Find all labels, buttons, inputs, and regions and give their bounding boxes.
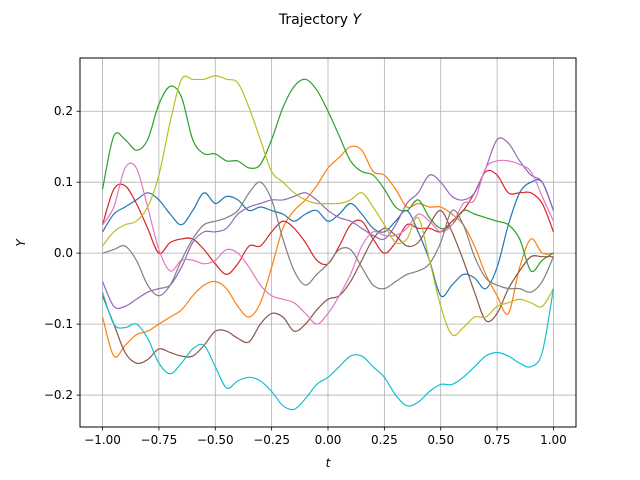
series-line-8 xyxy=(102,181,554,297)
series-group xyxy=(101,75,555,411)
x-tick-label: −0.25 xyxy=(253,433,290,447)
x-tick-label: 0.75 xyxy=(484,433,511,447)
y-tick-label: −0.1 xyxy=(44,317,73,331)
x-tick-label: 0.50 xyxy=(427,433,454,447)
chart-title-variable: Y xyxy=(353,12,363,28)
y-tick-label: 0.0 xyxy=(54,246,73,260)
x-axis-label: t xyxy=(326,456,332,470)
y-tick-label: 0.1 xyxy=(54,175,73,189)
series-line-1 xyxy=(102,179,555,298)
y-tick-label: 0.2 xyxy=(54,104,73,118)
x-tick-label: 0.00 xyxy=(315,433,342,447)
x-tick-label: −0.50 xyxy=(197,433,234,447)
series-line-7 xyxy=(102,159,554,325)
x-tick-label: 1.00 xyxy=(540,433,567,447)
series-line-2 xyxy=(101,145,554,358)
series-line-6 xyxy=(101,209,554,365)
series-line-9 xyxy=(102,75,554,337)
x-axis-ticks: −1.00 −0.75 −0.50 −0.25 0.00 0.25 0.50 0.75 1.00 xyxy=(84,427,567,447)
series-line-5 xyxy=(102,137,555,310)
x-tick-label: −1.00 xyxy=(84,433,121,447)
y-tick-label: −0.2 xyxy=(44,388,73,402)
y-axis-label: Y xyxy=(14,238,28,247)
grid-lines xyxy=(80,58,576,427)
chart-title: Trajectory Y xyxy=(278,12,363,28)
x-tick-label: 0.25 xyxy=(371,433,398,447)
y-axis-ticks: −0.2 −0.1 0.0 0.1 0.2 xyxy=(44,104,80,402)
series-line-10 xyxy=(101,288,555,411)
chart-title-text: Trajectory xyxy=(278,12,353,28)
x-tick-label: −0.75 xyxy=(141,433,178,447)
